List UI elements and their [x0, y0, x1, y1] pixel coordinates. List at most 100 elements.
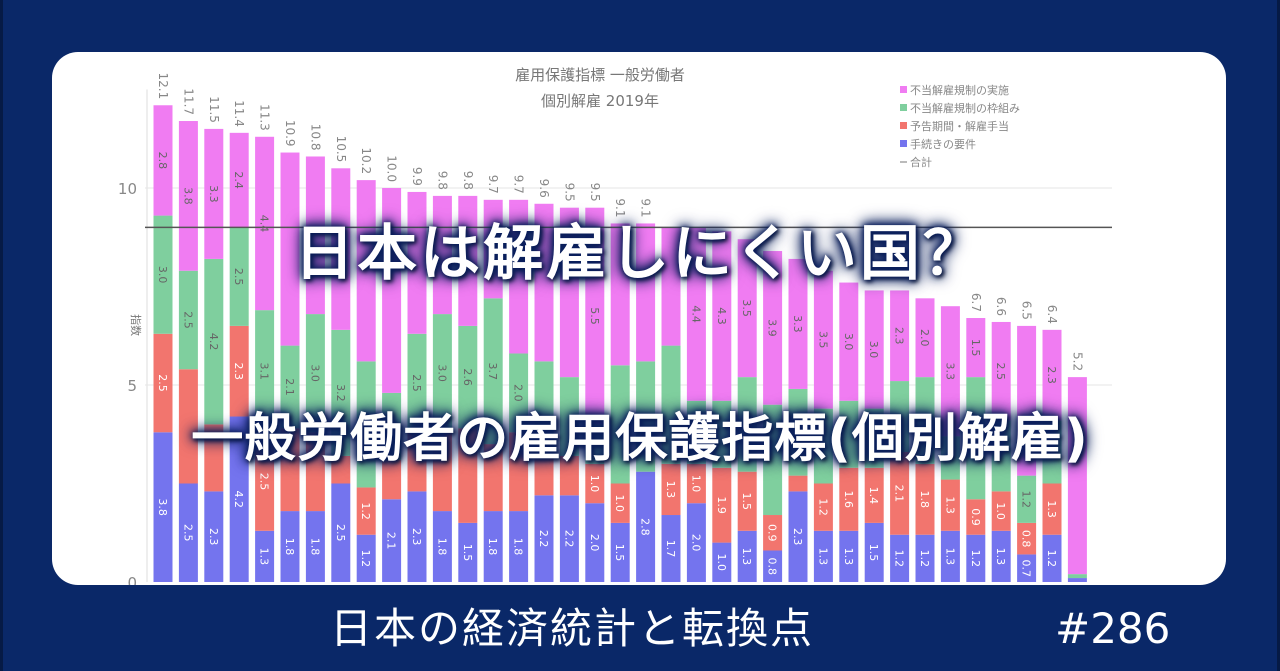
segment-label: 1.5	[740, 492, 753, 510]
segment-label: 1.5	[867, 544, 880, 562]
bar-segment	[813, 530, 833, 582]
segment-label: 2.3	[232, 362, 245, 380]
bar-segment	[178, 483, 198, 582]
bar-segment	[636, 471, 656, 582]
bar-segment	[559, 495, 579, 582]
bar-segment	[890, 534, 910, 582]
total-label: 9.6	[537, 179, 551, 198]
total-label: 9.5	[562, 183, 576, 202]
bar-segment	[305, 156, 325, 315]
segment-label: 1.0	[994, 502, 1007, 519]
bar-segment	[255, 432, 275, 531]
bar-segment	[1067, 377, 1087, 575]
bar-segment	[966, 499, 986, 535]
bar-segment	[407, 333, 427, 433]
bar-segment	[178, 121, 198, 271]
bar-segment	[915, 377, 935, 464]
total-label: 9.7	[512, 175, 526, 194]
segment-label: 3.1	[258, 362, 271, 380]
bar-segment	[585, 207, 605, 425]
segment-label: 1.0	[689, 475, 702, 493]
segment-label: 5.5	[588, 307, 601, 325]
bar-segment	[331, 483, 351, 582]
bar-segment	[1042, 420, 1062, 484]
bar-segment	[559, 377, 579, 456]
bar-segment	[839, 530, 859, 582]
bar-segment	[382, 392, 402, 460]
segment-label: 1.2	[969, 550, 982, 568]
bar-segment	[229, 227, 249, 326]
segment-label: 2.5	[258, 473, 271, 491]
bar-segment	[153, 333, 173, 433]
y-tick-label: 0	[127, 574, 137, 585]
bar-segment	[610, 223, 630, 366]
segment-label: 2.5	[181, 311, 194, 329]
bar-segment	[432, 195, 452, 315]
segment-label: 0.9	[766, 524, 779, 542]
bar-segment	[991, 321, 1011, 421]
segment-label: 0.9	[969, 508, 982, 526]
total-label: 10.9	[283, 120, 297, 147]
bar-segment	[229, 132, 249, 228]
bar-segment	[991, 420, 1011, 492]
bar-segment	[813, 270, 833, 409]
segment-label: 3.3	[791, 315, 804, 333]
total-label: 11.4	[232, 100, 246, 127]
bar-segment	[153, 215, 173, 334]
bar-segment	[712, 231, 732, 401]
bar-segment	[864, 522, 884, 582]
segment-label: 0.8	[1020, 530, 1033, 548]
bar-segment	[940, 479, 960, 531]
bar-segment	[280, 152, 300, 346]
total-label: 9.9	[410, 167, 424, 186]
subheadline: 一般労働者の雇用保護指標(個別解雇)	[191, 409, 1089, 469]
segment-label: 2.3	[1045, 366, 1058, 384]
chart-card: 雇用保護指標 一般労働者 個別解雇 2019年 0 5 10 指数 不当解雇規制の実施 不当解…	[52, 52, 1226, 585]
bar-segment	[204, 128, 224, 259]
segment-label: 3.9	[766, 319, 779, 337]
bar-segment	[280, 511, 300, 582]
segment-label: 4.2	[232, 491, 245, 509]
bar-segment	[610, 483, 630, 523]
segment-label: 1.8	[512, 538, 525, 556]
bar-segment	[839, 400, 859, 468]
segment-label: 1.3	[258, 548, 271, 566]
total-label: 10.2	[359, 147, 373, 174]
segment-label: 3.3	[943, 362, 956, 380]
episode-number: #286	[1055, 604, 1171, 653]
bar-segment	[229, 416, 249, 582]
segment-label: 1.2	[1045, 550, 1058, 568]
segment-label: 3.7	[486, 362, 499, 380]
segment-label: 4.4	[258, 215, 271, 233]
bar-segment	[509, 511, 529, 582]
segment-label: 1.2	[359, 550, 372, 568]
bar-segment	[432, 511, 452, 582]
segment-label: 1.8	[283, 538, 296, 556]
bar-segment	[686, 227, 706, 401]
bar-segment	[204, 424, 224, 492]
bar-segment	[204, 491, 224, 582]
total-label: 10.8	[308, 124, 322, 151]
segment-label: 4.4	[689, 305, 702, 323]
bar-segment	[559, 455, 579, 496]
bar-segment	[356, 534, 376, 582]
bar-segment	[661, 345, 681, 464]
segment-label: 1.0	[613, 494, 626, 512]
total-label: 9.1	[613, 198, 627, 217]
total-label: 9.7	[486, 175, 500, 194]
bar-segment	[407, 491, 427, 582]
bar-segment	[661, 463, 681, 516]
bar-segment	[509, 199, 529, 354]
bar-segment	[763, 550, 783, 582]
bar-segment	[839, 282, 859, 401]
segment-label: 1.7	[664, 540, 677, 558]
segment-label: 2.4	[232, 171, 245, 189]
segment-label: 3.2	[334, 384, 347, 402]
segment-label: 1.2	[918, 550, 931, 568]
legend-swatch	[900, 140, 907, 147]
segment-label: 3.5	[740, 299, 753, 317]
y-tick-label: 5	[127, 377, 137, 395]
bar-segment	[890, 381, 910, 452]
segment-label: 2.3	[207, 528, 220, 546]
bar-segment	[255, 530, 275, 582]
